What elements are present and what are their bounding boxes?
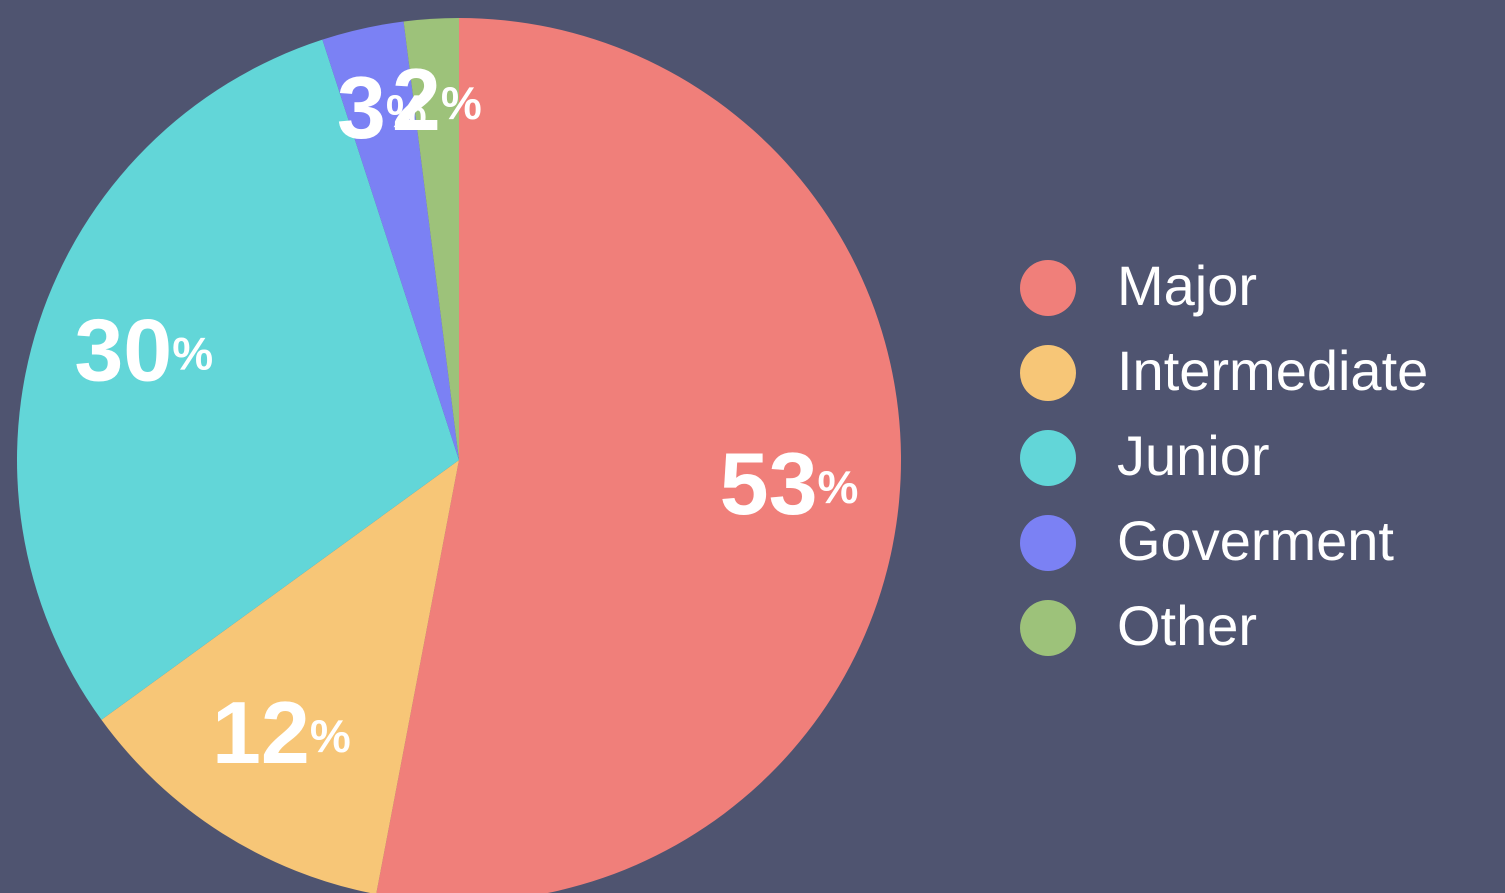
legend-label: Other (1117, 594, 1257, 657)
legend-label: Junior (1117, 424, 1270, 487)
legend-swatch (1020, 515, 1076, 571)
legend-swatch (1020, 345, 1076, 401)
value-label: 53% (720, 434, 859, 533)
value-label: 12% (212, 683, 351, 782)
legend-label: Intermediate (1117, 339, 1428, 402)
legend-swatch (1020, 600, 1076, 656)
pie-slice (376, 18, 901, 893)
legend-label: Major (1117, 254, 1257, 317)
legend-swatch (1020, 430, 1076, 486)
value-label: 2% (392, 50, 482, 149)
pie-slice (322, 21, 459, 461)
value-label: 3% (337, 58, 427, 157)
value-label: 30% (74, 301, 213, 400)
pie-slice (403, 18, 459, 460)
legend-label: Goverment (1117, 509, 1394, 572)
pie-slice (16, 39, 459, 720)
legend-swatch (1020, 260, 1076, 316)
pie-slice (101, 460, 459, 893)
